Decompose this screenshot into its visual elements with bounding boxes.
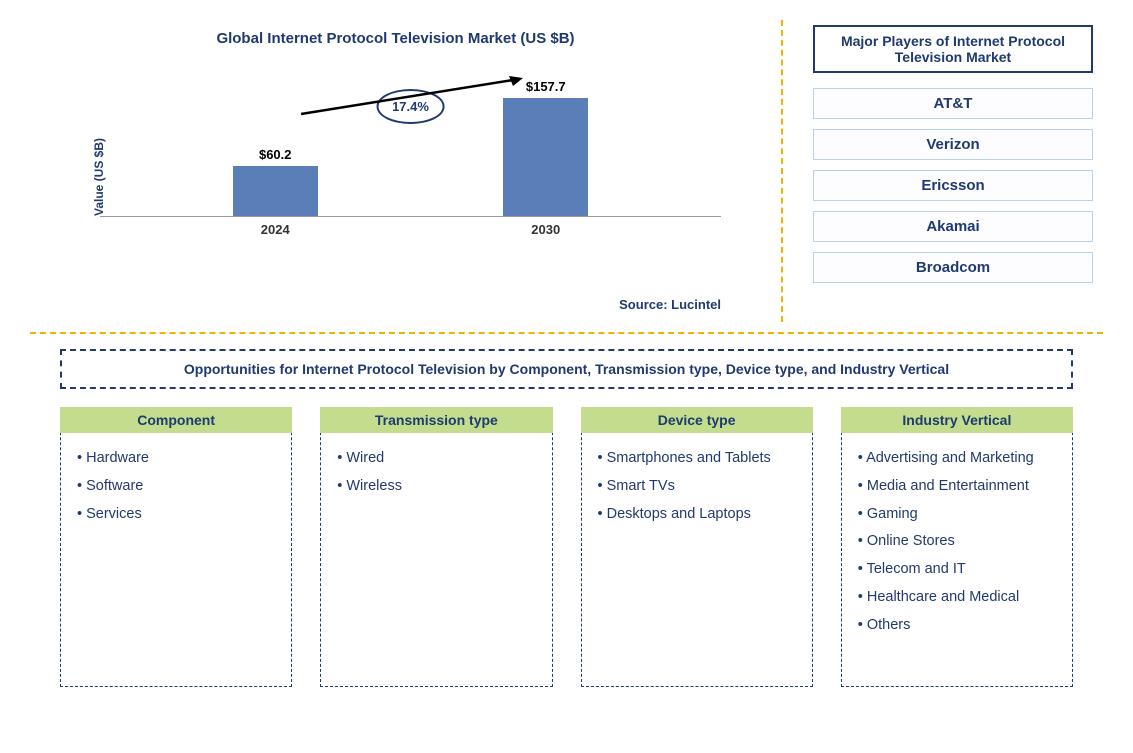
source-label: Source: Lucintel <box>50 297 741 312</box>
category-items: HardwareSoftwareServices <box>61 441 291 540</box>
horizontal-separator <box>30 332 1103 334</box>
category-header: Transmission type <box>320 407 552 433</box>
x-label-2024: 2024 <box>261 222 290 237</box>
opportunities-header: Opportunities for Internet Protocol Tele… <box>60 349 1073 389</box>
category-header: Industry Vertical <box>841 407 1073 433</box>
growth-arrow-icon <box>291 72 531 122</box>
category-column: Transmission type WiredWireless <box>320 407 552 687</box>
category-item: Wireless <box>333 473 539 501</box>
category-items: Advertising and MarketingMedia and Enter… <box>842 441 1072 651</box>
chart-title: Global Internet Protocol Television Mark… <box>50 30 741 47</box>
category-item: Media and Entertainment <box>854 473 1060 501</box>
category-column: Device type Smartphones and TabletsSmart … <box>581 407 813 687</box>
category-item: Desktops and Laptops <box>594 501 800 529</box>
chart-plot: 17.4% $60.2 $157.7 <box>100 77 721 217</box>
player-box: Verizon <box>813 129 1093 160</box>
category-header: Component <box>60 407 292 433</box>
player-box: Akamai <box>813 211 1093 242</box>
category-header: Device type <box>581 407 813 433</box>
bar-2024 <box>233 166 318 216</box>
x-label-2030: 2030 <box>531 222 560 237</box>
player-box: AT&T <box>813 88 1093 119</box>
category-item: Services <box>73 501 279 529</box>
category-column: Industry Vertical Advertising and Marketi… <box>841 407 1073 687</box>
player-box: Broadcom <box>813 252 1093 283</box>
bar-value-2030: $157.7 <box>526 79 566 94</box>
top-row: Global Internet Protocol Television Mark… <box>30 20 1103 322</box>
category-item: Healthcare and Medical <box>854 584 1060 612</box>
category-item: Wired <box>333 445 539 473</box>
bar-group-2024: $60.2 <box>233 147 318 216</box>
category-item: Telecom and IT <box>854 556 1060 584</box>
categories-row: Component HardwareSoftwareServices Transmi… <box>30 407 1103 687</box>
category-item: Online Stores <box>854 528 1060 556</box>
bar-value-2024: $60.2 <box>259 147 292 162</box>
category-item: Software <box>73 473 279 501</box>
x-axis-labels: 2024 2030 <box>100 217 721 237</box>
category-column: Component HardwareSoftwareServices <box>60 407 292 687</box>
category-item: Hardware <box>73 445 279 473</box>
category-item: Advertising and Marketing <box>854 445 1060 473</box>
chart-area: Value (US $B) 17.4% $60.2 $157.7 <box>100 77 721 277</box>
category-item: Others <box>854 612 1060 640</box>
chart-panel: Global Internet Protocol Television Mark… <box>30 20 761 322</box>
player-box: Ericsson <box>813 170 1093 201</box>
vertical-separator <box>781 20 783 322</box>
category-item: Smart TVs <box>594 473 800 501</box>
players-panel: Major Players of Internet Protocol Telev… <box>803 20 1103 322</box>
players-list: AT&T Verizon Ericsson Akamai Broadcom <box>813 88 1093 283</box>
category-items: WiredWireless <box>321 441 551 513</box>
category-item: Gaming <box>854 501 1060 529</box>
category-item: Smartphones and Tablets <box>594 445 800 473</box>
category-items: Smartphones and TabletsSmart TVsDesktops… <box>582 441 812 540</box>
players-title: Major Players of Internet Protocol Telev… <box>813 25 1093 73</box>
